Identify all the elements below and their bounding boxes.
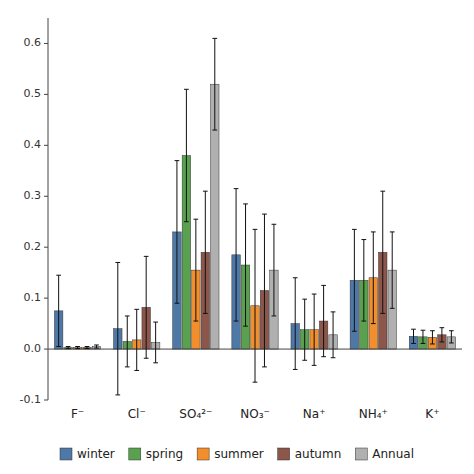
error-bars [66, 89, 426, 367]
legend-item: autumn [278, 447, 342, 461]
error-bar [302, 299, 307, 360]
error-bar [272, 224, 277, 316]
error-bar [440, 328, 445, 342]
error-bar [352, 229, 357, 331]
legend-swatch [129, 448, 141, 460]
error-bar [371, 232, 376, 324]
error-bar [361, 240, 366, 321]
y-tick [44, 196, 48, 197]
error-bar [380, 191, 385, 313]
y-axis-line [48, 18, 49, 400]
legend-label: winter [77, 447, 115, 461]
y-tick [44, 400, 48, 401]
error-bar [144, 256, 149, 358]
error-bar [312, 294, 317, 365]
error-bars [85, 191, 445, 367]
legend-item: spring [129, 447, 183, 461]
error-bar [125, 316, 130, 367]
error-bar [293, 278, 298, 370]
error-bar [193, 219, 198, 321]
y-axis: -0.1 0.0 0.1 0.2 0.3 0.4 0.5 0.6 [20, 18, 48, 406]
error-bar [212, 38, 217, 130]
y-tick-label: -0.1 [20, 393, 41, 406]
error-bar [203, 191, 208, 313]
x-axis: F⁻ Cl⁻ SO₄²⁻ NO₃⁻ Na⁺ NH₄⁺ K⁺ [71, 407, 440, 421]
legend-label: Annual [372, 447, 414, 461]
error-bar [184, 89, 189, 221]
error-bar [331, 312, 336, 358]
legend-label: summer [214, 447, 264, 461]
x-tick-label: Cl⁻ [128, 407, 146, 421]
error-bar [253, 229, 258, 382]
legend-label: autumn [295, 447, 342, 461]
y-tick-label: 0.0 [24, 342, 42, 355]
error-bar [421, 330, 426, 343]
y-tick [44, 94, 48, 95]
error-bar [134, 309, 139, 370]
y-tick-label: 0.3 [24, 189, 42, 202]
x-tick-label: SO₄²⁻ [179, 407, 212, 421]
x-tick-label: Na⁺ [303, 407, 326, 421]
y-tick [44, 247, 48, 248]
error-bars [94, 38, 454, 362]
x-tick-label: K⁺ [425, 407, 439, 421]
y-tick-label: 0.5 [24, 87, 42, 100]
error-bar [175, 161, 180, 304]
error-bar [66, 347, 71, 349]
error-bar [94, 345, 99, 348]
error-bar [449, 331, 454, 343]
legend-swatch [60, 448, 72, 460]
legend: winter spring summer autumn Annual [60, 447, 414, 461]
x-tick-label: NH₄⁺ [359, 407, 388, 421]
error-bar [115, 262, 120, 394]
error-bar [75, 347, 80, 349]
legend-item: summer [197, 447, 264, 461]
y-tick-label: 0.2 [24, 240, 42, 253]
y-tick-label: 0.1 [24, 291, 42, 304]
bar-series [92, 84, 455, 349]
error-bars [56, 161, 416, 395]
bar-series [64, 156, 427, 350]
error-bars [75, 219, 435, 382]
y-tick-label: 0.4 [24, 138, 42, 151]
legend-swatch [197, 448, 209, 460]
error-bar [85, 347, 90, 349]
chart-svg: -0.1 0.0 0.1 0.2 0.3 0.4 0.5 0.6 F⁻ Cl⁻ SO₄²⁻ NO₃⁻ N… [0, 0, 474, 474]
y-tick-label: 0.6 [24, 36, 42, 49]
x-tick-label: F⁻ [71, 407, 84, 421]
error-bar [153, 322, 158, 363]
chart-container: -0.1 0.0 0.1 0.2 0.3 0.4 0.5 0.6 F⁻ Cl⁻ SO₄²⁻ NO₃⁻ N… [0, 0, 474, 474]
legend-label: spring [146, 447, 183, 461]
plot-area [48, 38, 462, 395]
legend-swatch [355, 448, 367, 460]
legend-item: winter [60, 447, 115, 461]
legend-swatch [278, 448, 290, 460]
y-tick [44, 145, 48, 146]
error-bar [321, 285, 326, 356]
y-tick [44, 43, 48, 44]
error-bar [56, 275, 61, 346]
error-bar [234, 189, 239, 321]
y-tick [44, 349, 48, 350]
error-bar [411, 329, 416, 343]
error-bar [262, 214, 267, 367]
error-bar [243, 204, 248, 326]
error-bar [430, 331, 435, 344]
legend-item: Annual [355, 447, 414, 461]
y-tick [44, 298, 48, 299]
error-bar [390, 232, 395, 308]
x-tick-label: NO₃⁻ [240, 407, 270, 421]
